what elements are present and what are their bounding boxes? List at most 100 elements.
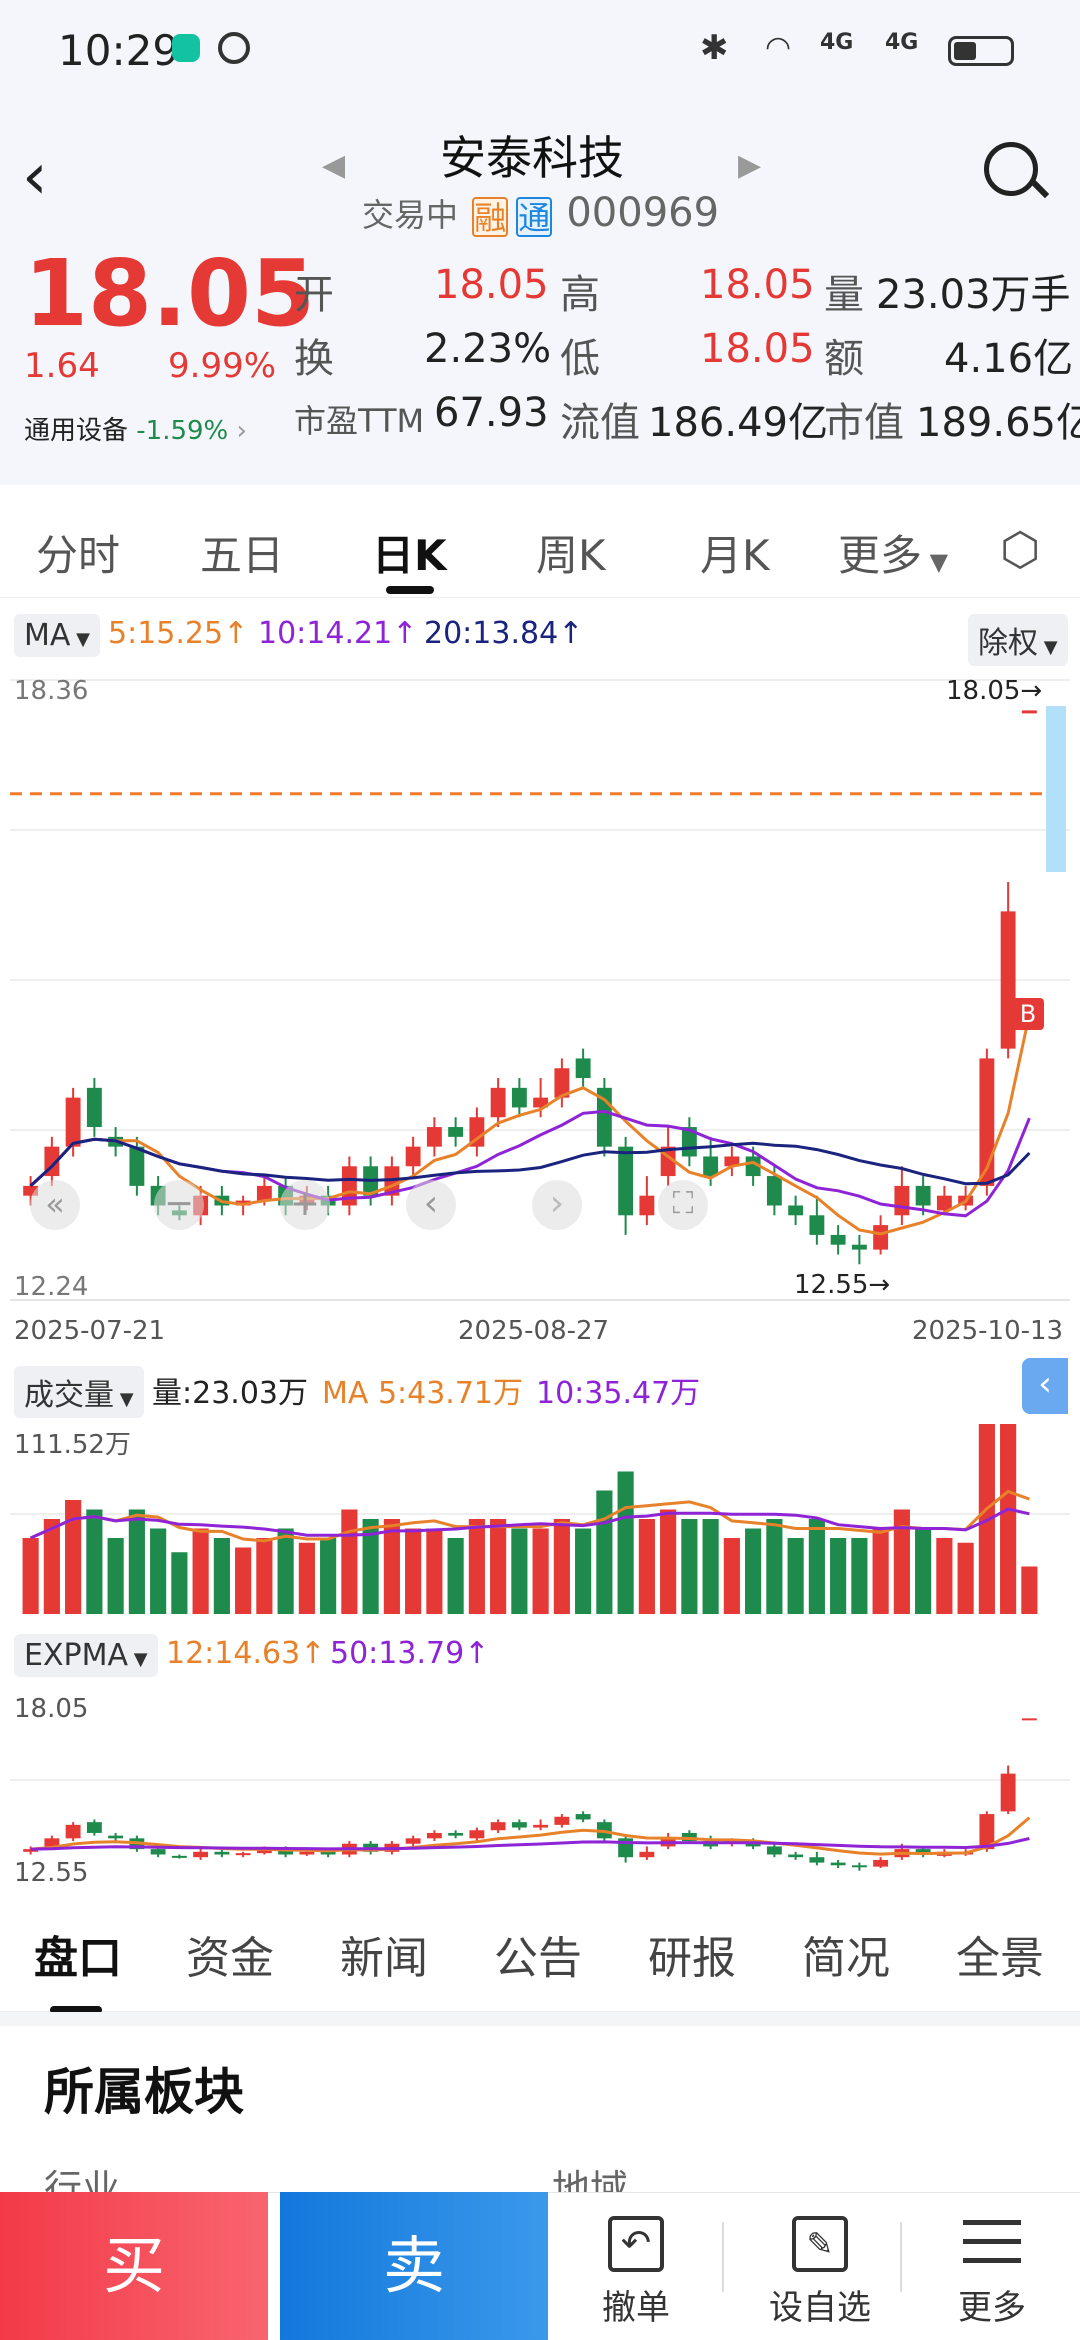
settings-hexagon-icon[interactable]: ⬡: [1000, 522, 1041, 576]
volume-bar: [468, 1519, 485, 1614]
section-tabs: [0, 1890, 1080, 2012]
pe-label: 市盈TTM: [294, 402, 425, 440]
low-value: 18.05: [700, 326, 815, 372]
more-actions-button[interactable]: 更多: [930, 2206, 1054, 2328]
expma-candle: [405, 1838, 421, 1844]
candle-down: [618, 1146, 634, 1216]
fullscreen-icon[interactable]: ⛶: [658, 1180, 708, 1230]
shield-icon: [172, 34, 200, 62]
edit-icon: ✎: [792, 2216, 848, 2272]
volume-ma10: 10:35.47万: [536, 1376, 701, 1411]
expma50-value: 50:13.79↑: [330, 1636, 490, 1671]
volume-bar: [532, 1528, 549, 1614]
volume-bar: [957, 1542, 974, 1614]
adjust-selector[interactable]: 除权 ▼: [968, 614, 1068, 666]
tab-research[interactable]: 研报: [648, 1933, 736, 1984]
expma-candle: [193, 1851, 209, 1858]
prev-stock-icon[interactable]: ◀: [322, 148, 346, 183]
turnover-value: 2.23%: [424, 326, 552, 372]
cancel-order-label: 撤单: [602, 2288, 670, 2328]
tab-capital[interactable]: 资金: [186, 1933, 274, 1984]
section-tab-indicator: [50, 2006, 102, 2014]
collapse-panel-icon[interactable]: ‹: [1022, 1358, 1068, 1414]
cancel-order-button[interactable]: ↶ 撤单: [574, 2206, 698, 2328]
mcap-value: 189.65亿: [916, 400, 1080, 446]
expma-candle: [490, 1822, 506, 1831]
volume-ma5-line: [29, 1489, 1030, 1543]
expma-candle: [639, 1851, 655, 1858]
expma-candle: [915, 1849, 931, 1855]
sell-button[interactable]: 卖: [280, 2192, 548, 2340]
signal-4g-1: 4G: [820, 30, 854, 55]
kline-chart[interactable]: [0, 660, 1080, 1360]
expma-candle: [23, 1849, 39, 1852]
sector-link[interactable]: 通用设备 -1.59% ›: [24, 410, 247, 447]
expma-candle: [448, 1832, 464, 1836]
expma-selector[interactable]: EXPMA ▼: [14, 1634, 158, 1677]
tab-panorama[interactable]: 全景: [956, 1933, 1044, 1984]
tab-profile[interactable]: 简况: [802, 1933, 890, 1984]
volume-bar: [851, 1538, 868, 1614]
amount-value: 4.16亿: [944, 336, 1074, 382]
alarm-icon: [218, 32, 250, 64]
open-label: 开: [294, 272, 334, 318]
expma-candle: [533, 1824, 549, 1828]
candle-up: [256, 1185, 272, 1201]
step-left-icon[interactable]: ‹: [406, 1180, 456, 1230]
candle-down: [703, 1156, 719, 1177]
expma-candle: [1000, 1773, 1016, 1812]
more-actions-label: 更多: [958, 2288, 1026, 2328]
tab-monthly-k[interactable]: 月K: [700, 531, 770, 580]
buy-button[interactable]: 买: [0, 2192, 268, 2340]
volume-selector[interactable]: 成交量 ▼: [14, 1366, 144, 1418]
add-watchlist-label: 设自选: [769, 2288, 871, 2328]
last-price-marker: 18.05→: [946, 676, 1043, 706]
candle-down: [788, 1205, 804, 1216]
sector-name: 通用设备: [24, 416, 129, 446]
high-label: 高: [560, 272, 600, 318]
trading-status: 交易中 融通 000969: [362, 190, 719, 237]
expma-chart: [10, 1718, 1070, 1871]
zoom-out-icon[interactable]: −: [154, 1180, 204, 1230]
back-icon[interactable]: ‹: [22, 140, 48, 214]
next-stock-icon[interactable]: ▶: [738, 148, 762, 183]
candle-up: [894, 1185, 910, 1216]
tab-order-book[interactable]: 盘口: [34, 1933, 122, 1984]
tab-five-day[interactable]: 五日: [200, 531, 285, 580]
tab-more[interactable]: 更多 ▼: [838, 522, 948, 583]
tab-announcements[interactable]: 公告: [494, 1933, 582, 1984]
scroll-left-icon[interactable]: «: [30, 1180, 80, 1230]
ma10-value: 10:14.21↑: [258, 616, 418, 651]
candle-up: [1000, 911, 1016, 1049]
action-divider: [722, 2222, 724, 2292]
add-watchlist-button[interactable]: ✎ 设自选: [752, 2206, 888, 2328]
expma-candle: [426, 1832, 442, 1839]
expma-candle: [320, 1851, 336, 1855]
search-icon[interactable]: [984, 142, 1038, 196]
candle-down: [86, 1087, 102, 1128]
candle-down: [575, 1058, 591, 1079]
expma-candle: [65, 1824, 81, 1839]
volume-bar: [702, 1519, 719, 1614]
expma-candle: [150, 1849, 166, 1855]
step-right-icon[interactable]: ›: [532, 1180, 582, 1230]
volume-bar: [787, 1538, 804, 1614]
volume-ymax: 111.52万: [14, 1430, 131, 1460]
tab-daily-k[interactable]: 日K: [372, 531, 447, 580]
tab-weekly-k[interactable]: 周K: [536, 531, 606, 580]
volume-bar: [447, 1538, 464, 1614]
ma-selector[interactable]: MA ▼: [14, 614, 100, 657]
date-mid: 2025-08-27: [458, 1316, 610, 1346]
divider: [0, 2012, 1080, 2026]
candle-down: [511, 1087, 527, 1108]
undo-icon: ↶: [608, 2216, 664, 2272]
candle-up: [554, 1068, 570, 1098]
volume-bar: [171, 1552, 188, 1614]
expma-candle: [278, 1849, 294, 1855]
candle-up: [405, 1146, 421, 1167]
tab-news[interactable]: 新闻: [340, 1933, 428, 1984]
candle-down: [129, 1146, 145, 1186]
tab-intraday[interactable]: 分时: [36, 531, 121, 580]
zoom-in-icon[interactable]: +: [280, 1180, 330, 1230]
expma-candle: [554, 1816, 570, 1825]
